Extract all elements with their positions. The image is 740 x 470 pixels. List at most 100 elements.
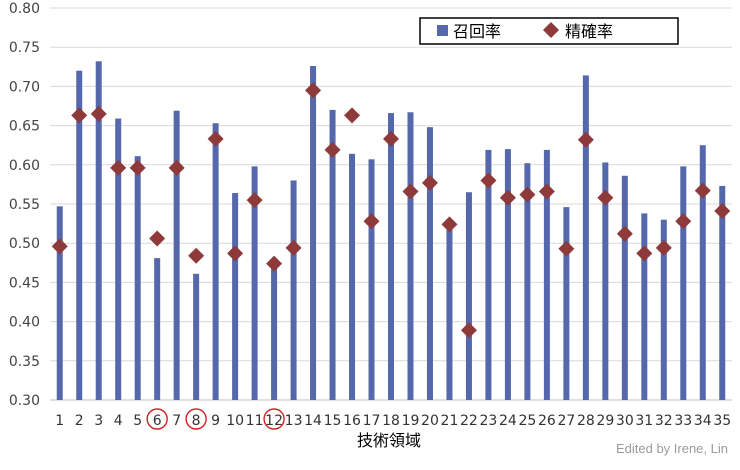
recall-bar — [310, 66, 317, 401]
recall-bar — [699, 145, 706, 400]
y-tick-labels: 0.30 0.35 0.40 0.45 0.50 0.55 0.60 0.65 0.70 0.75… — [9, 1, 40, 409]
precision-marker — [460, 322, 477, 339]
precision-marker — [519, 186, 536, 203]
recall-bar — [76, 70, 83, 400]
precision-marker — [129, 159, 146, 176]
recall-bar — [504, 149, 511, 400]
credit-text: Edited by Irene, Lin — [615, 441, 728, 456]
precision-marker — [188, 247, 205, 264]
x-tick-label: 33 — [674, 413, 692, 429]
recall-bar — [485, 149, 492, 400]
precision-marker — [441, 216, 458, 233]
y-tick-label: 0.80 — [9, 1, 40, 17]
precision-marker — [383, 130, 399, 147]
x-tick-label: 7 — [172, 413, 181, 429]
y-tick-label: 0.50 — [9, 236, 40, 252]
recall-bar — [563, 207, 570, 400]
recall-bar — [621, 175, 628, 400]
y-tick-label: 0.60 — [9, 158, 40, 174]
recall-bar — [680, 166, 687, 400]
recall-bar — [543, 149, 550, 400]
precision-markers — [51, 82, 731, 339]
precision-marker — [675, 213, 692, 230]
y-tick-label: 0.35 — [9, 354, 40, 370]
x-tick-label: 6 — [153, 413, 162, 429]
x-tick-label: 10 — [226, 413, 244, 429]
precision-marker — [363, 213, 380, 230]
precision-marker — [558, 240, 575, 257]
precision-marker — [480, 172, 497, 189]
precision-marker — [168, 159, 185, 176]
recall-bar — [134, 156, 141, 400]
x-tick-label: 1 — [55, 413, 64, 429]
precision-marker — [577, 131, 594, 148]
x-tick-label: 9 — [211, 413, 220, 429]
recall-bar — [193, 273, 200, 400]
highlight-circle — [146, 408, 168, 430]
x-tick-label: 21 — [441, 413, 459, 429]
highlight-circle — [185, 408, 207, 430]
x-tick-labels: 1 2 3 4 5 6 7 8 9 10 11 12 13 14 15 16 17 18 19 20 21 22 23 24 2… — [55, 408, 731, 430]
recall-bar — [426, 127, 433, 400]
x-tick-label: 5 — [133, 413, 142, 429]
recall-bar — [465, 192, 472, 400]
precision-marker — [714, 203, 731, 220]
x-tick-label: 31 — [635, 413, 653, 429]
precision-marker — [402, 183, 419, 200]
y-tick-label: 0.30 — [9, 393, 40, 409]
precision-marker — [636, 245, 653, 262]
x-axis-label: 技術領域 — [357, 431, 421, 450]
precision-marker — [246, 192, 263, 209]
precision-marker — [207, 130, 224, 147]
precision-marker — [227, 245, 244, 262]
x-tick-label: 3 — [94, 413, 103, 429]
precision-marker — [344, 107, 361, 124]
recall-bar — [212, 123, 219, 401]
recall-bar — [602, 162, 609, 400]
legend-precision-marker — [543, 22, 559, 38]
x-tick-label: 4 — [114, 413, 123, 429]
recall-bar — [388, 113, 394, 400]
y-tick-label: 0.70 — [9, 79, 40, 95]
precision-marker — [90, 105, 107, 122]
y-tick-label: 0.55 — [9, 197, 40, 213]
precision-marker — [71, 107, 88, 124]
recall-bar — [582, 75, 589, 400]
y-tick-label: 0.45 — [9, 275, 40, 291]
precision-marker — [421, 174, 438, 191]
recall-bar — [524, 163, 531, 400]
precision-marker — [285, 239, 302, 256]
legend-recall-swatch — [437, 25, 448, 36]
recall-bar — [290, 180, 297, 400]
x-tick-label: 16 — [343, 413, 361, 429]
x-tick-label: 35 — [713, 413, 731, 429]
x-tick-label: 2 — [75, 413, 84, 429]
x-tick-label: 17 — [363, 413, 381, 429]
precision-marker — [51, 238, 68, 255]
recall-bars — [56, 61, 726, 401]
recall-bar — [232, 193, 239, 400]
recall-bar — [660, 219, 667, 400]
x-tick-label: 14 — [304, 413, 322, 429]
recall-bar — [368, 159, 375, 400]
y-tick-label: 0.65 — [9, 119, 40, 135]
x-tick-label: 20 — [421, 413, 439, 429]
x-tick-label: 12 — [265, 413, 283, 429]
recall-bar — [95, 61, 102, 400]
y-tick-label: 0.40 — [9, 315, 40, 331]
x-tick-label: 11 — [246, 413, 264, 429]
x-tick-label: 22 — [460, 413, 478, 429]
x-tick-label: 13 — [285, 413, 303, 429]
legend-precision-label: 精確率 — [565, 22, 613, 41]
recall-bar — [329, 109, 336, 401]
x-tick-label: 32 — [655, 413, 673, 429]
legend-recall-label: 召回率 — [453, 22, 501, 41]
recall-bar — [271, 266, 278, 400]
x-tick-label: 8 — [192, 413, 201, 429]
recall-bar — [719, 185, 726, 400]
recall-bar — [115, 118, 122, 400]
x-tick-label: 34 — [694, 413, 712, 429]
y-tick-label: 0.75 — [9, 40, 40, 56]
x-tick-label: 28 — [577, 413, 595, 429]
